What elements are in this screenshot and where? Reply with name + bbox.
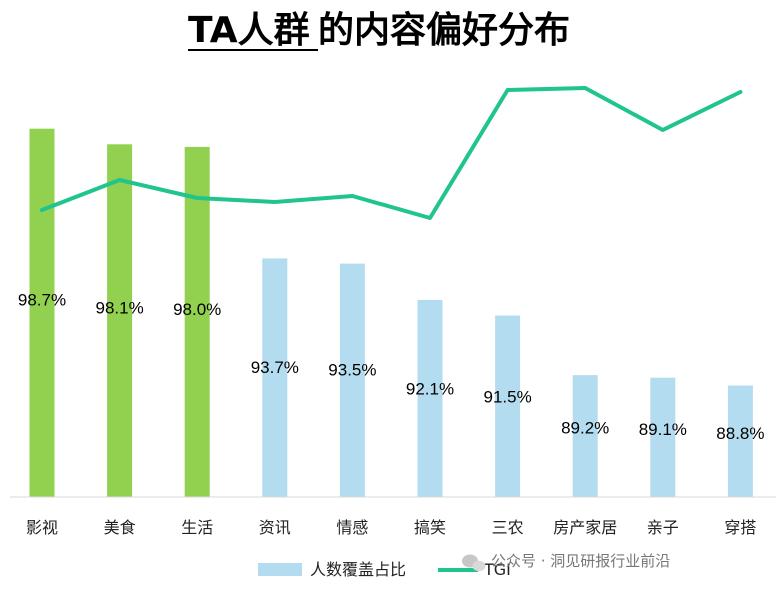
chart-title-underlined: TA人群 bbox=[188, 10, 310, 51]
bar-8 bbox=[572, 375, 598, 497]
category-label-8: 房产家居 bbox=[553, 518, 617, 537]
category-label-4: 资讯 bbox=[259, 518, 291, 537]
bar-label-6: 92.1% bbox=[406, 380, 454, 399]
x-axis-tick-labels: 影视 美食 生活 资讯 情感 搞笑 三农 房产家居 亲子 穿搭 bbox=[26, 518, 756, 537]
bar-2 bbox=[107, 144, 133, 498]
category-label-2: 美食 bbox=[104, 518, 136, 537]
legend-label-coverage: 人数覆盖占比 bbox=[310, 560, 406, 579]
legend: 人数覆盖占比 TGI bbox=[258, 560, 511, 579]
bar-data-labels: 98.7% 98.1% 98.0% 93.7% 93.5% 92.1% 91.5% 89.2%… bbox=[18, 291, 765, 444]
bar-1 bbox=[29, 128, 55, 497]
chart-title-rest: 的内容偏好分布 bbox=[318, 10, 570, 51]
category-label-9: 亲子 bbox=[647, 518, 679, 537]
bar-label-10: 88.8% bbox=[716, 424, 764, 443]
bar-label-4: 93.7% bbox=[251, 358, 299, 377]
bar-series bbox=[29, 128, 753, 498]
bar-label-7: 91.5% bbox=[483, 388, 531, 407]
bar-10 bbox=[727, 385, 753, 497]
category-label-6: 搞笑 bbox=[414, 518, 446, 537]
bar-6 bbox=[417, 299, 443, 497]
category-label-7: 三农 bbox=[492, 518, 524, 537]
watermark: 公众号 · 洞见研报行业前沿 bbox=[462, 552, 670, 572]
category-label-10: 穿搭 bbox=[724, 518, 756, 537]
bar-label-5: 93.5% bbox=[328, 361, 376, 380]
category-label-3: 生活 bbox=[181, 518, 213, 537]
bar-label-3: 98.0% bbox=[173, 300, 221, 319]
watermark-text: 公众号 · 洞见研报行业前沿 bbox=[491, 552, 670, 570]
category-label-5: 情感 bbox=[336, 518, 368, 537]
bar-label-8: 89.2% bbox=[561, 419, 609, 438]
legend-label-tgi: TGI bbox=[483, 560, 511, 579]
wechat-icon bbox=[462, 554, 486, 572]
bar-3 bbox=[184, 146, 210, 497]
bar-9 bbox=[650, 377, 676, 497]
bar-label-2: 98.1% bbox=[95, 299, 143, 318]
category-label-1: 影视 bbox=[26, 518, 58, 537]
bar-7 bbox=[495, 315, 521, 497]
tgi-line bbox=[40, 86, 743, 220]
bar-label-1: 98.7% bbox=[18, 291, 66, 310]
chart-title: TA人群 的内容偏好分布 bbox=[188, 10, 570, 51]
bar-label-9: 89.1% bbox=[639, 420, 687, 439]
legend-swatch-coverage bbox=[258, 563, 302, 576]
bar-4 bbox=[262, 258, 288, 497]
bar-5 bbox=[339, 263, 365, 497]
